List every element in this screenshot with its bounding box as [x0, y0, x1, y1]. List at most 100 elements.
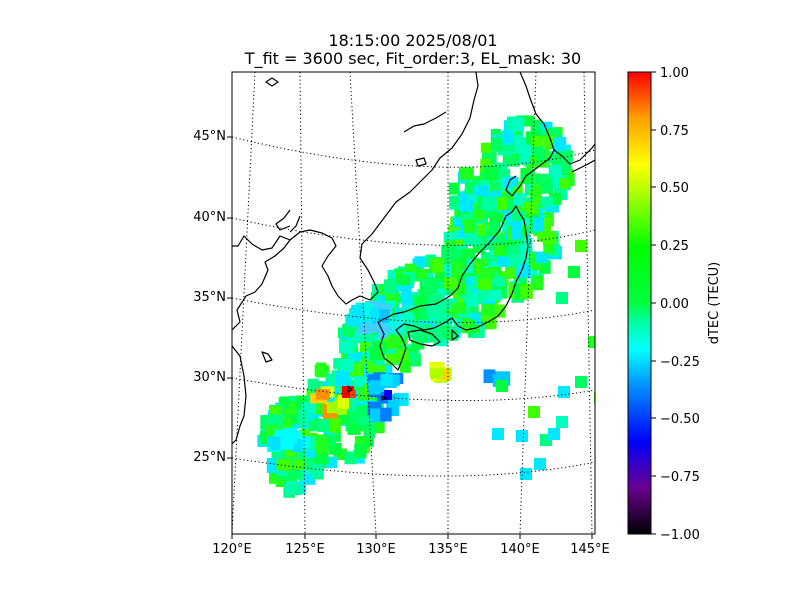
dtec-cell — [473, 209, 485, 220]
dtec-cell — [449, 234, 464, 246]
dtec-cell — [339, 359, 354, 373]
dtec-cell — [511, 181, 523, 196]
longitude-axis — [231, 534, 593, 539]
dtec-cell — [451, 303, 467, 314]
dtec-cell — [291, 439, 303, 453]
dtec-cell — [453, 272, 465, 284]
dtec-cell — [504, 176, 519, 187]
dtec-cell — [430, 258, 444, 273]
dtec-cell — [543, 238, 555, 254]
dtec-cell — [276, 459, 292, 471]
dtec-cell — [285, 445, 297, 458]
dtec-cell — [485, 314, 497, 330]
colorbar-tick-label: 0.50 — [660, 181, 689, 196]
dtec-cell — [466, 313, 481, 325]
dtec-cell — [429, 368, 444, 379]
lat-label: 45°N — [193, 129, 226, 144]
dtec-cell — [385, 353, 397, 365]
dtec-cell — [510, 224, 522, 240]
dtec-cell — [534, 458, 546, 470]
dtec-cell — [449, 311, 463, 323]
dtec-cell — [469, 275, 484, 288]
dtec-cell — [524, 115, 535, 127]
dtec-cell — [489, 212, 504, 223]
dtec-cell — [317, 419, 333, 432]
coastlines — [232, 72, 595, 445]
dtec-cell — [533, 217, 545, 232]
dtec-cell — [435, 271, 446, 283]
dtec-data-cells — [257, 115, 595, 498]
dtec-cell — [278, 397, 290, 409]
dtec-cell — [450, 249, 462, 265]
dtec-cell — [594, 392, 595, 404]
dtec-cell — [533, 199, 545, 211]
lon-label: 145°E — [570, 542, 610, 557]
dtec-cell — [384, 279, 397, 294]
dtec-cell — [451, 261, 463, 277]
dtec-cell — [537, 173, 552, 188]
dtec-cell — [464, 181, 476, 194]
lon-label: 140°E — [500, 542, 540, 557]
dtec-cell — [297, 410, 309, 425]
dtec-cell — [483, 221, 493, 233]
dtec-cell — [540, 196, 553, 207]
dtec-cell — [363, 423, 376, 438]
dtec-cell — [536, 156, 550, 168]
lon-label: 135°E — [428, 542, 468, 557]
colorbar-tick-label: −1.00 — [660, 528, 700, 543]
dtec-cell — [430, 327, 443, 342]
dtec-cell — [338, 340, 353, 354]
dtec-cell — [298, 458, 313, 470]
colorbar-label: dTEC (TECU) — [707, 262, 722, 345]
lon-label: 120°E — [212, 542, 252, 557]
dtec-cell — [325, 456, 338, 469]
dtec-cell — [354, 376, 368, 388]
dtec-cell — [497, 256, 510, 267]
dtec-cell — [479, 267, 495, 280]
dtec-cell — [481, 303, 495, 317]
dtec-cell — [548, 244, 560, 257]
dtec-cell — [379, 309, 390, 323]
dtec-cell — [354, 436, 366, 447]
dtec-cell — [460, 318, 472, 334]
dtec-cell — [542, 135, 558, 147]
dtec-cell — [269, 468, 280, 484]
dtec-cell — [358, 413, 370, 426]
dtec-cell — [492, 276, 506, 287]
dtec-cell — [477, 289, 489, 304]
dtec-cell — [315, 362, 327, 374]
dtec-cell — [354, 443, 367, 459]
latitude-axis — [227, 136, 232, 459]
dtec-cell — [489, 222, 501, 233]
dtec-cell — [460, 285, 472, 299]
dtec-cell — [516, 430, 528, 442]
dtec-cell — [479, 238, 494, 251]
lon-label: 130°E — [356, 542, 396, 557]
dtec-cell — [400, 287, 412, 299]
colorbar-tick-label: 0.75 — [660, 124, 689, 139]
dtec-cell — [575, 240, 587, 252]
dtec-cell — [559, 177, 571, 190]
dtec-cell — [275, 475, 289, 487]
dtec-cell — [452, 216, 464, 227]
dtec-cell — [487, 182, 501, 193]
dtec-cell — [411, 339, 425, 350]
dtec-cell — [437, 369, 450, 380]
dtec-cell — [396, 274, 411, 286]
dtec-cell — [311, 463, 324, 479]
colorbar-tick-label: 1.00 — [660, 66, 689, 81]
dtec-cell — [502, 152, 516, 164]
dtec-cell — [303, 414, 314, 429]
dtec-cell — [513, 147, 524, 161]
dtec-cell — [393, 328, 405, 343]
dtec-cell — [399, 360, 411, 373]
dtec-cell — [480, 142, 493, 153]
dtec-cell — [472, 179, 483, 190]
dtec-cell — [556, 416, 568, 428]
dtec-cell — [391, 317, 404, 332]
dtec-cell — [443, 277, 458, 290]
dtec-cell — [529, 252, 542, 263]
dtec-cell-low — [384, 390, 392, 400]
dtec-cell — [456, 206, 468, 218]
colorbar-tick-label: 0.25 — [660, 239, 689, 254]
